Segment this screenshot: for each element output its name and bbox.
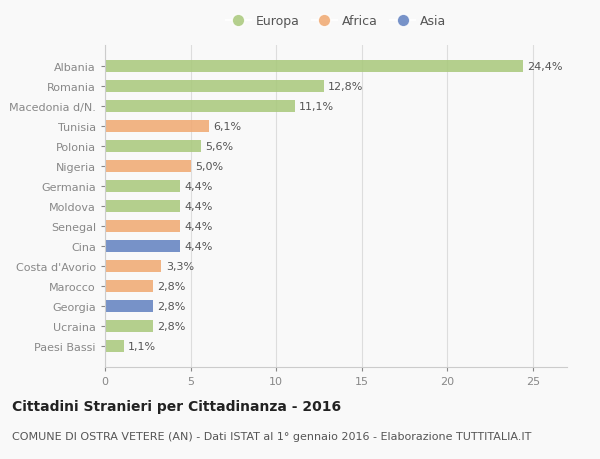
- Bar: [105, 340, 124, 353]
- Bar: [105, 120, 209, 133]
- Bar: [105, 241, 180, 253]
- Bar: [105, 220, 180, 233]
- Bar: [105, 201, 180, 213]
- Bar: [105, 140, 201, 153]
- Bar: [105, 80, 324, 93]
- Text: 4,4%: 4,4%: [185, 222, 213, 231]
- Legend: Europa, Africa, Asia: Europa, Africa, Asia: [221, 11, 452, 34]
- Bar: [105, 160, 191, 173]
- Bar: [105, 300, 153, 313]
- Text: 2,8%: 2,8%: [157, 321, 185, 331]
- Bar: [105, 180, 180, 193]
- Text: 4,4%: 4,4%: [185, 202, 213, 212]
- Text: 4,4%: 4,4%: [185, 182, 213, 191]
- Text: 2,8%: 2,8%: [157, 281, 185, 291]
- Text: COMUNE DI OSTRA VETERE (AN) - Dati ISTAT al 1° gennaio 2016 - Elaborazione TUTTI: COMUNE DI OSTRA VETERE (AN) - Dati ISTAT…: [12, 431, 532, 442]
- Bar: [105, 280, 153, 293]
- Text: Cittadini Stranieri per Cittadinanza - 2016: Cittadini Stranieri per Cittadinanza - 2…: [12, 399, 341, 413]
- Text: 5,6%: 5,6%: [205, 142, 233, 151]
- Text: 1,1%: 1,1%: [128, 341, 156, 352]
- Bar: [105, 61, 523, 73]
- Text: 24,4%: 24,4%: [527, 62, 562, 72]
- Text: 12,8%: 12,8%: [328, 82, 364, 92]
- Text: 5,0%: 5,0%: [195, 162, 223, 172]
- Text: 3,3%: 3,3%: [166, 262, 194, 271]
- Text: 11,1%: 11,1%: [299, 101, 334, 112]
- Bar: [105, 260, 161, 273]
- Bar: [105, 101, 295, 113]
- Bar: [105, 320, 153, 333]
- Text: 6,1%: 6,1%: [214, 122, 242, 132]
- Text: 4,4%: 4,4%: [185, 241, 213, 252]
- Text: 2,8%: 2,8%: [157, 302, 185, 312]
